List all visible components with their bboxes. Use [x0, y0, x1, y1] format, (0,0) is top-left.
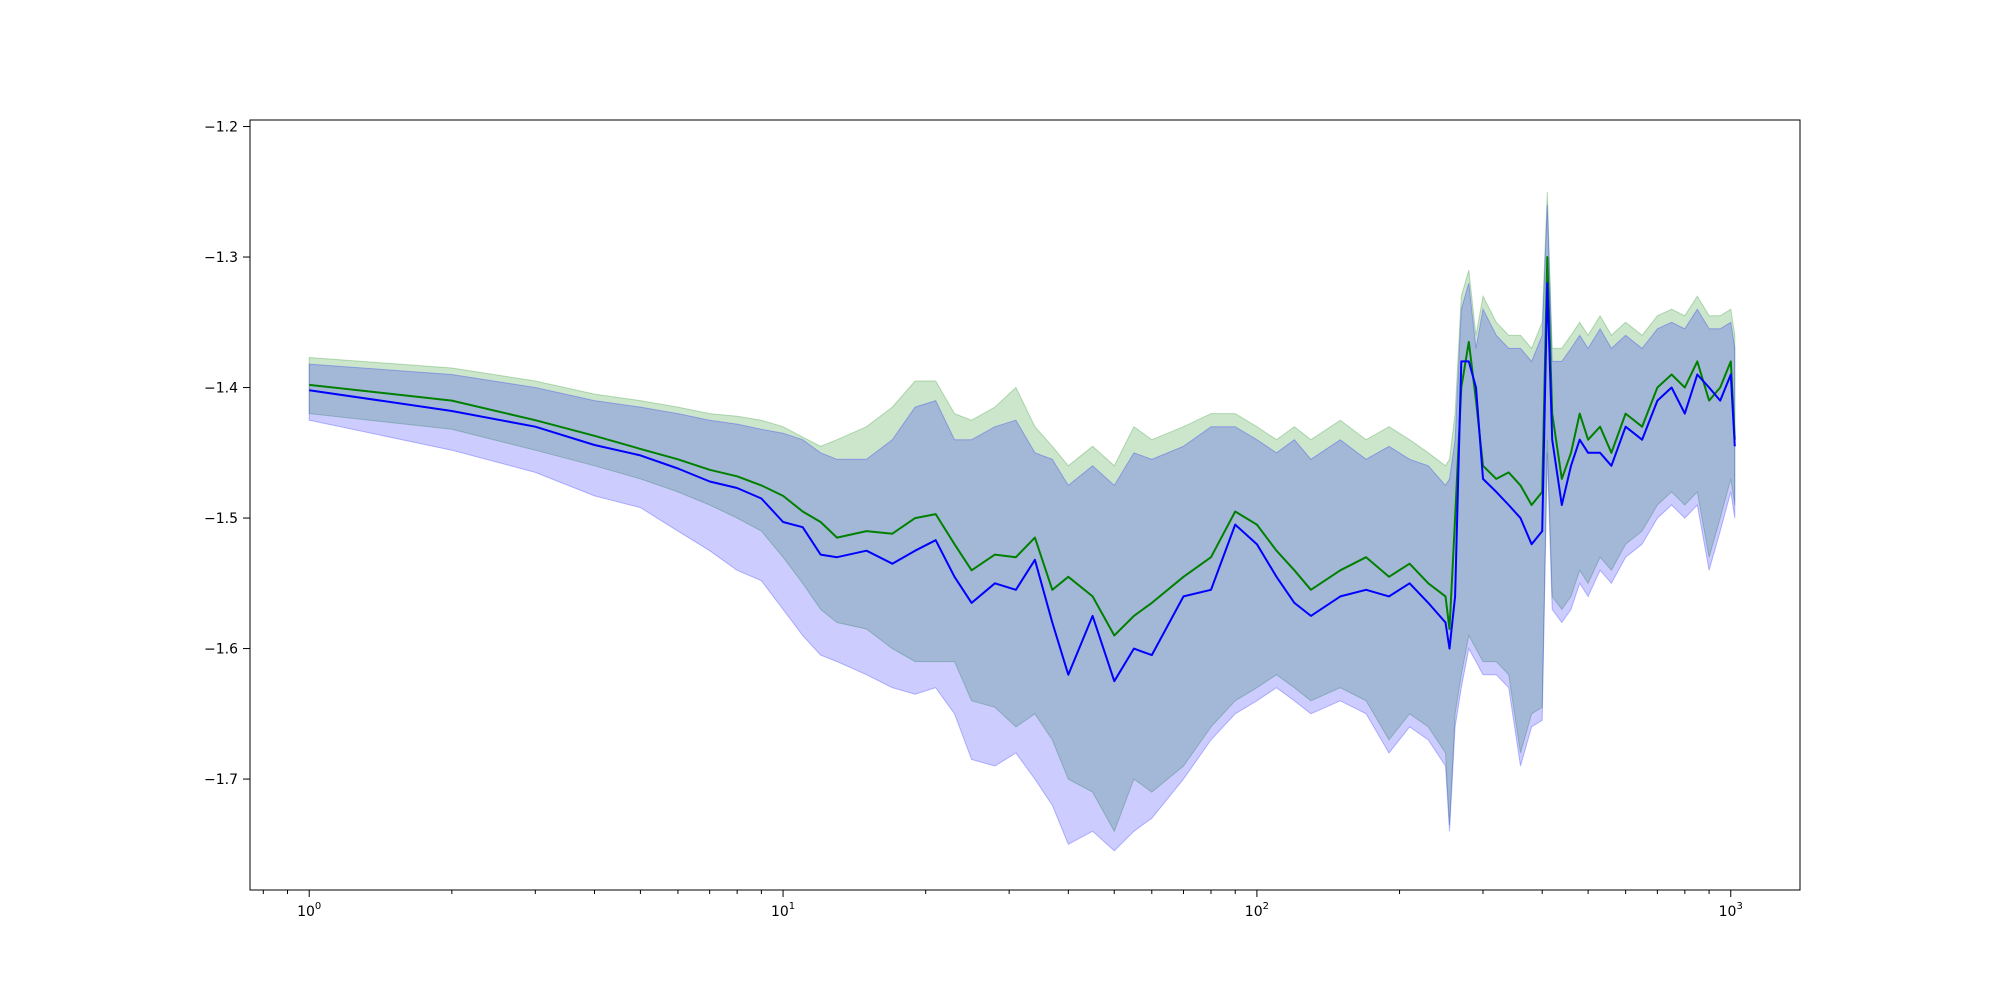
y-tick-label: −1.4 — [204, 381, 238, 397]
plot-frame — [249, 119, 1801, 891]
series-2-band — [308, 204, 1736, 852]
y-tick-label: −1.3 — [204, 250, 238, 266]
x-tick-label: 103 — [1719, 901, 1743, 920]
series-lines — [309, 256, 1736, 683]
y-tick-label: −1.7 — [204, 772, 238, 788]
x-axis-ticks: 100 101 102 103 — [262, 890, 1743, 920]
y-axis-ticks: −1.2 −1.3 −1.4 −1.5 −1.6 −1.7 — [204, 120, 250, 788]
y-tick-label: −1.2 — [204, 120, 238, 136]
x-tick-label: 100 — [297, 901, 321, 920]
series-1-line — [309, 256, 1736, 637]
x-tick-label: 101 — [771, 901, 795, 920]
confidence-bands — [308, 191, 1736, 852]
x-tick-label: 102 — [1245, 901, 1269, 920]
series-1-band — [308, 191, 1736, 833]
y-tick-label: −1.6 — [204, 642, 238, 658]
y-tick-label: −1.5 — [204, 511, 238, 527]
series-2-line — [309, 282, 1736, 683]
